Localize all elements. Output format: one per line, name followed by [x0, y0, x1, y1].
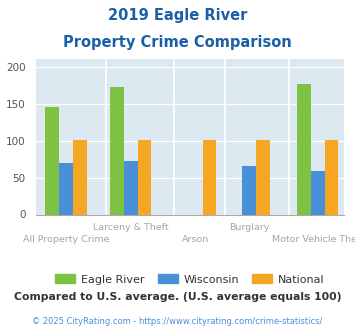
Bar	[59, 163, 73, 214]
Text: Burglary: Burglary	[229, 223, 269, 232]
Text: Property Crime Comparison: Property Crime Comparison	[63, 35, 292, 50]
Text: Motor Vehicle Theft: Motor Vehicle Theft	[272, 235, 355, 245]
Bar	[297, 84, 311, 214]
Bar	[73, 140, 87, 214]
Bar	[311, 171, 324, 214]
Text: Arson: Arson	[182, 235, 209, 245]
Bar	[124, 161, 138, 215]
Text: © 2025 CityRating.com - https://www.cityrating.com/crime-statistics/: © 2025 CityRating.com - https://www.city…	[32, 317, 323, 326]
Text: All Property Crime: All Property Crime	[23, 235, 109, 245]
Bar	[242, 167, 256, 214]
Bar	[138, 140, 152, 214]
Bar	[256, 140, 269, 214]
Bar	[202, 140, 216, 214]
Text: 2019 Eagle River: 2019 Eagle River	[108, 8, 247, 23]
Bar	[110, 87, 124, 214]
Legend: Eagle River, Wisconsin, National: Eagle River, Wisconsin, National	[51, 270, 329, 289]
Bar	[324, 140, 338, 214]
Text: Compared to U.S. average. (U.S. average equals 100): Compared to U.S. average. (U.S. average …	[14, 292, 341, 302]
Bar	[45, 107, 59, 214]
Text: Larceny & Theft: Larceny & Theft	[93, 223, 169, 232]
